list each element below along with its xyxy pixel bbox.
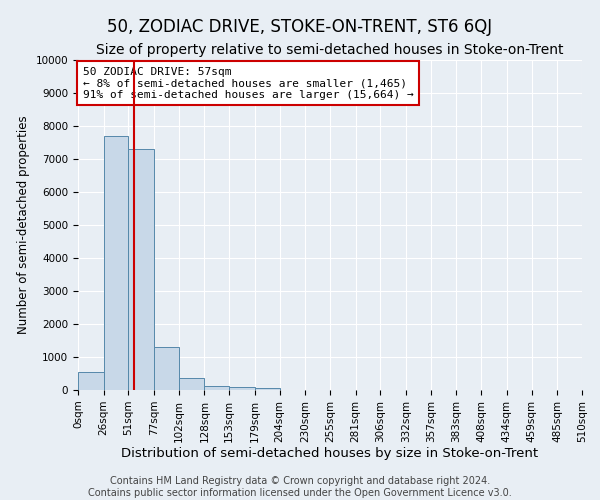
Bar <box>205 386 229 390</box>
Bar <box>154 347 179 390</box>
Title: Size of property relative to semi-detached houses in Stoke-on-Trent: Size of property relative to semi-detach… <box>96 44 564 58</box>
Bar <box>179 378 205 390</box>
Bar <box>255 388 280 390</box>
Bar <box>78 372 104 390</box>
Bar <box>128 149 154 390</box>
Text: 50 ZODIAC DRIVE: 57sqm
← 8% of semi-detached houses are smaller (1,465)
91% of s: 50 ZODIAC DRIVE: 57sqm ← 8% of semi-deta… <box>83 66 414 100</box>
Text: 50, ZODIAC DRIVE, STOKE-ON-TRENT, ST6 6QJ: 50, ZODIAC DRIVE, STOKE-ON-TRENT, ST6 6Q… <box>107 18 493 36</box>
Text: Contains HM Land Registry data © Crown copyright and database right 2024.
Contai: Contains HM Land Registry data © Crown c… <box>88 476 512 498</box>
X-axis label: Distribution of semi-detached houses by size in Stoke-on-Trent: Distribution of semi-detached houses by … <box>121 448 539 460</box>
Bar <box>104 136 128 390</box>
Y-axis label: Number of semi-detached properties: Number of semi-detached properties <box>17 116 30 334</box>
Bar <box>229 388 255 390</box>
